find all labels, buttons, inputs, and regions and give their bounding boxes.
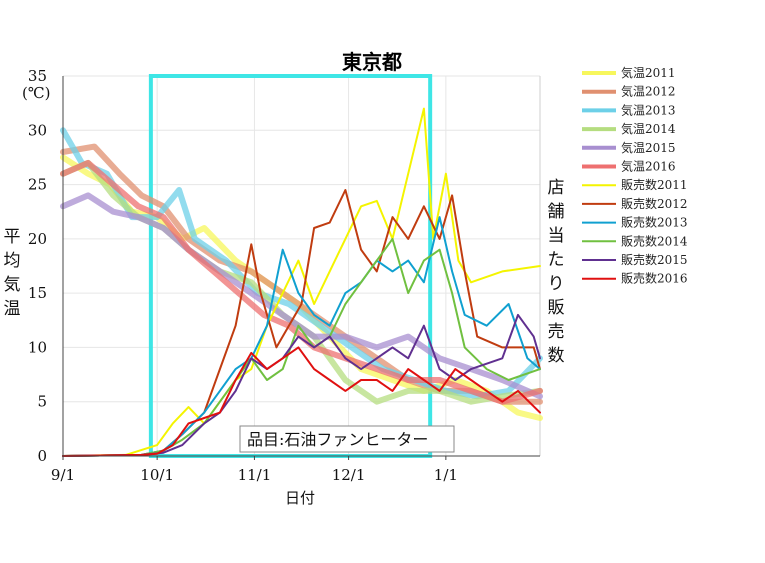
chart-title: 東京都 <box>342 50 402 74</box>
legend-label: 販売数2013 <box>621 215 688 230</box>
legend-label: 気温2015 <box>621 140 676 155</box>
series-line-気温2016 <box>60 159 543 405</box>
y-tick-labels: 0 5 10 15 20 25 30 35 <box>28 67 47 465</box>
series-line-販売数2013 <box>62 216 541 457</box>
legend-label: 販売数2015 <box>621 252 688 267</box>
legend-item: 気温2015 <box>582 140 676 155</box>
chart-area: 0 5 10 15 20 25 30 35 9/1 10/1 11/1 12/1 1/1 東京都 (℃… <box>0 40 765 510</box>
series-line-販売数2016 <box>62 346 541 457</box>
legend-label: 販売数2016 <box>621 271 688 286</box>
y-tick-label: 30 <box>28 121 47 139</box>
legend-label: 気温2011 <box>621 65 676 80</box>
legend-item: 販売数2014 <box>582 233 688 248</box>
y-tick-label: 25 <box>28 176 47 194</box>
series-line-気温2013 <box>60 127 543 400</box>
y-tick-label: 10 <box>28 338 47 356</box>
annotation-box: 品目:石油ファンヒーター <box>239 425 455 453</box>
legend-item: 気温2013 <box>582 102 676 117</box>
legend-item: 気温2016 <box>582 159 676 174</box>
y-tick-label: 15 <box>28 284 47 302</box>
legend-item: 販売数2011 <box>582 177 688 192</box>
legend-item: 販売数2016 <box>582 271 688 286</box>
legend-label: 販売数2011 <box>621 177 688 192</box>
x-tick-label: 1/1 <box>434 466 458 484</box>
series-layer <box>60 107 543 457</box>
legend-item: 気温2012 <box>582 84 676 99</box>
line-chart: 0 5 10 15 20 25 30 35 9/1 10/1 11/1 12/1 1/1 東京都 (℃… <box>4 50 688 507</box>
y-tick-label: 20 <box>28 230 47 248</box>
y-axis-title: 平均気温 <box>4 227 21 319</box>
legend-label: 気温2013 <box>621 102 676 117</box>
x-tick-label: 9/1 <box>51 466 75 484</box>
legend-label: 販売数2012 <box>621 196 688 211</box>
y-tick-label: 35 <box>28 67 47 85</box>
x-tick-label: 11/1 <box>238 466 272 484</box>
y-tick-label: 5 <box>37 393 47 411</box>
series-line-気温2015 <box>60 192 543 400</box>
legend: 気温2011 気温2012 気温2013 気温2014 気温2015 気温2016 販売数2… <box>582 65 688 286</box>
y-axis-title-text: 平均気温 <box>4 227 21 319</box>
y2-axis-title-text: 店舗当たり販売数 <box>548 178 565 366</box>
legend-item: 販売数2015 <box>582 252 688 267</box>
series-line-販売数2011 <box>62 107 541 457</box>
annotation-text: 品目:石油ファンヒーター <box>247 430 428 449</box>
legend-label: 気温2014 <box>621 121 676 136</box>
legend-label: 気温2016 <box>621 159 676 174</box>
y-unit-label: (℃) <box>22 84 50 102</box>
y-tick-label: 0 <box>37 447 47 465</box>
legend-item: 販売数2013 <box>582 215 688 230</box>
x-tick-label: 12/1 <box>332 466 366 484</box>
series-line-販売数2015 <box>62 313 541 457</box>
legend-item: 販売数2012 <box>582 196 688 211</box>
x-tick-label: 10/1 <box>140 466 174 484</box>
series-line-販売数2012 <box>62 189 541 457</box>
legend-label: 気温2012 <box>621 84 676 99</box>
legend-label: 販売数2014 <box>621 233 688 248</box>
legend-item: 気温2014 <box>582 121 676 136</box>
y2-axis-title: 店舗当たり販売数 <box>548 178 565 366</box>
legend-item: 気温2011 <box>582 65 676 80</box>
x-axis-title: 日付 <box>285 489 315 507</box>
x-tick-labels: 9/1 10/1 11/1 12/1 1/1 <box>51 456 458 484</box>
